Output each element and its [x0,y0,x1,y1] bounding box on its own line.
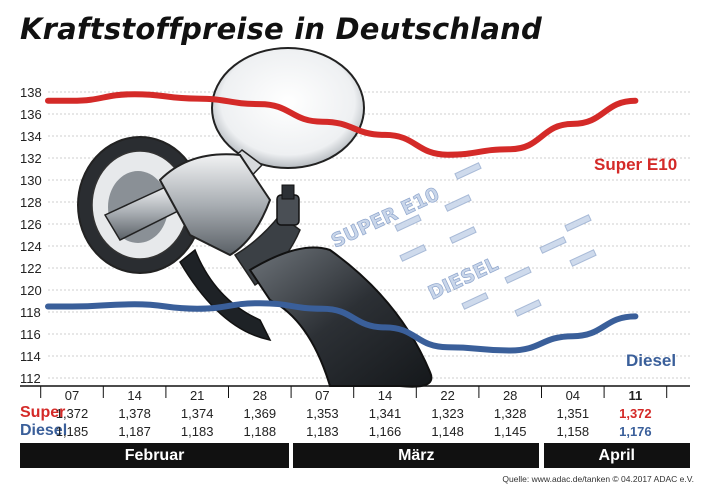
price-cell: 1,158 [556,424,590,439]
y-tick-label: 126 [20,217,42,232]
month-label: Februar [20,443,290,468]
series-line-super-e10 [45,91,639,158]
y-tick-label: 128 [20,195,42,210]
y-tick-label: 130 [20,173,42,188]
price-cell: 1,374 [180,406,214,421]
y-tick-label: 122 [20,261,42,276]
price-cell: 1,378 [118,406,151,421]
diesel-row: Diesel 1,185 1,187 1,183 1,188 1,183 1,166 1,1… [0,422,710,442]
price-cell: 1,148 [431,424,464,439]
y-tick-label: 132 [20,151,42,166]
price-cell: 1,183 [180,424,214,439]
price-cell: 1,166 [368,424,402,439]
chart-title: Kraftstoffpreise in Deutschland [20,12,542,46]
date-label: 14 [127,388,142,403]
price-cell: 1,176 [619,424,652,439]
series-line-diesel [45,300,639,354]
y-tick-label: 136 [20,107,42,122]
illustration-diesel-label: DIESEL [425,253,502,304]
legend-super-e10: Super E10 [594,155,677,174]
fuel-nozzle-illustration: SUPER E10 DIESEL [77,47,597,388]
price-cell: 1,351 [556,406,590,421]
y-tick-label: 116 [20,327,41,342]
column-separators [40,386,668,398]
date-label: 21 [189,388,205,403]
illustration-super-e10-label: SUPER E10 [328,183,443,252]
y-tick-label: 138 [20,85,42,100]
price-cell: 1,145 [493,424,527,439]
price-cell: 1,353 [306,406,339,421]
date-label: 07 [64,388,80,403]
price-cell: 1,341 [368,406,402,421]
legend-diesel: Diesel [626,351,676,370]
price-cell: 1,372 [619,406,652,421]
y-tick-label: 118 [20,305,41,320]
date-label: 07 [315,388,330,403]
price-cell: 1,188 [243,424,277,439]
price-cell: 1,187 [118,424,151,439]
date-label: 22 [440,388,455,403]
date-label: 28 [502,388,518,403]
price-cell: 1,372 [55,406,89,421]
date-row: 07 14 21 28 07 14 22 28 04 11 [0,388,710,406]
series-lines [45,91,639,354]
y-tick-label: 114 [20,349,41,364]
price-cell: 1,369 [243,406,277,421]
date-label: 14 [377,388,393,403]
date-label: 28 [252,388,268,403]
price-cell: 1,185 [55,424,89,439]
y-tick-label: 120 [20,283,42,298]
price-cell: 1,328 [493,406,527,421]
source-note: Quelle: www.adac.de/tanken © 04.2017 ADA… [502,474,694,484]
y-axis-ticks: 112 114 116 118 120 122 124 126 128 130 132 134 136 1… [20,85,42,386]
date-label: 11 [628,388,643,403]
month-label: April [543,443,690,468]
y-tick-label: 124 [20,239,42,254]
date-label: 04 [565,388,581,403]
y-tick-label: 112 [20,371,41,386]
super-row: Super 1,372 1,378 1,374 1,369 1,353 1,341 1,32… [0,404,710,424]
month-label: März [293,443,540,468]
diesel-row-label: Diesel [20,422,68,439]
y-tick-label: 134 [20,129,42,144]
price-cell: 1,323 [431,406,464,421]
price-cell: 1,183 [306,424,339,439]
super-row-label: Super [20,404,66,421]
